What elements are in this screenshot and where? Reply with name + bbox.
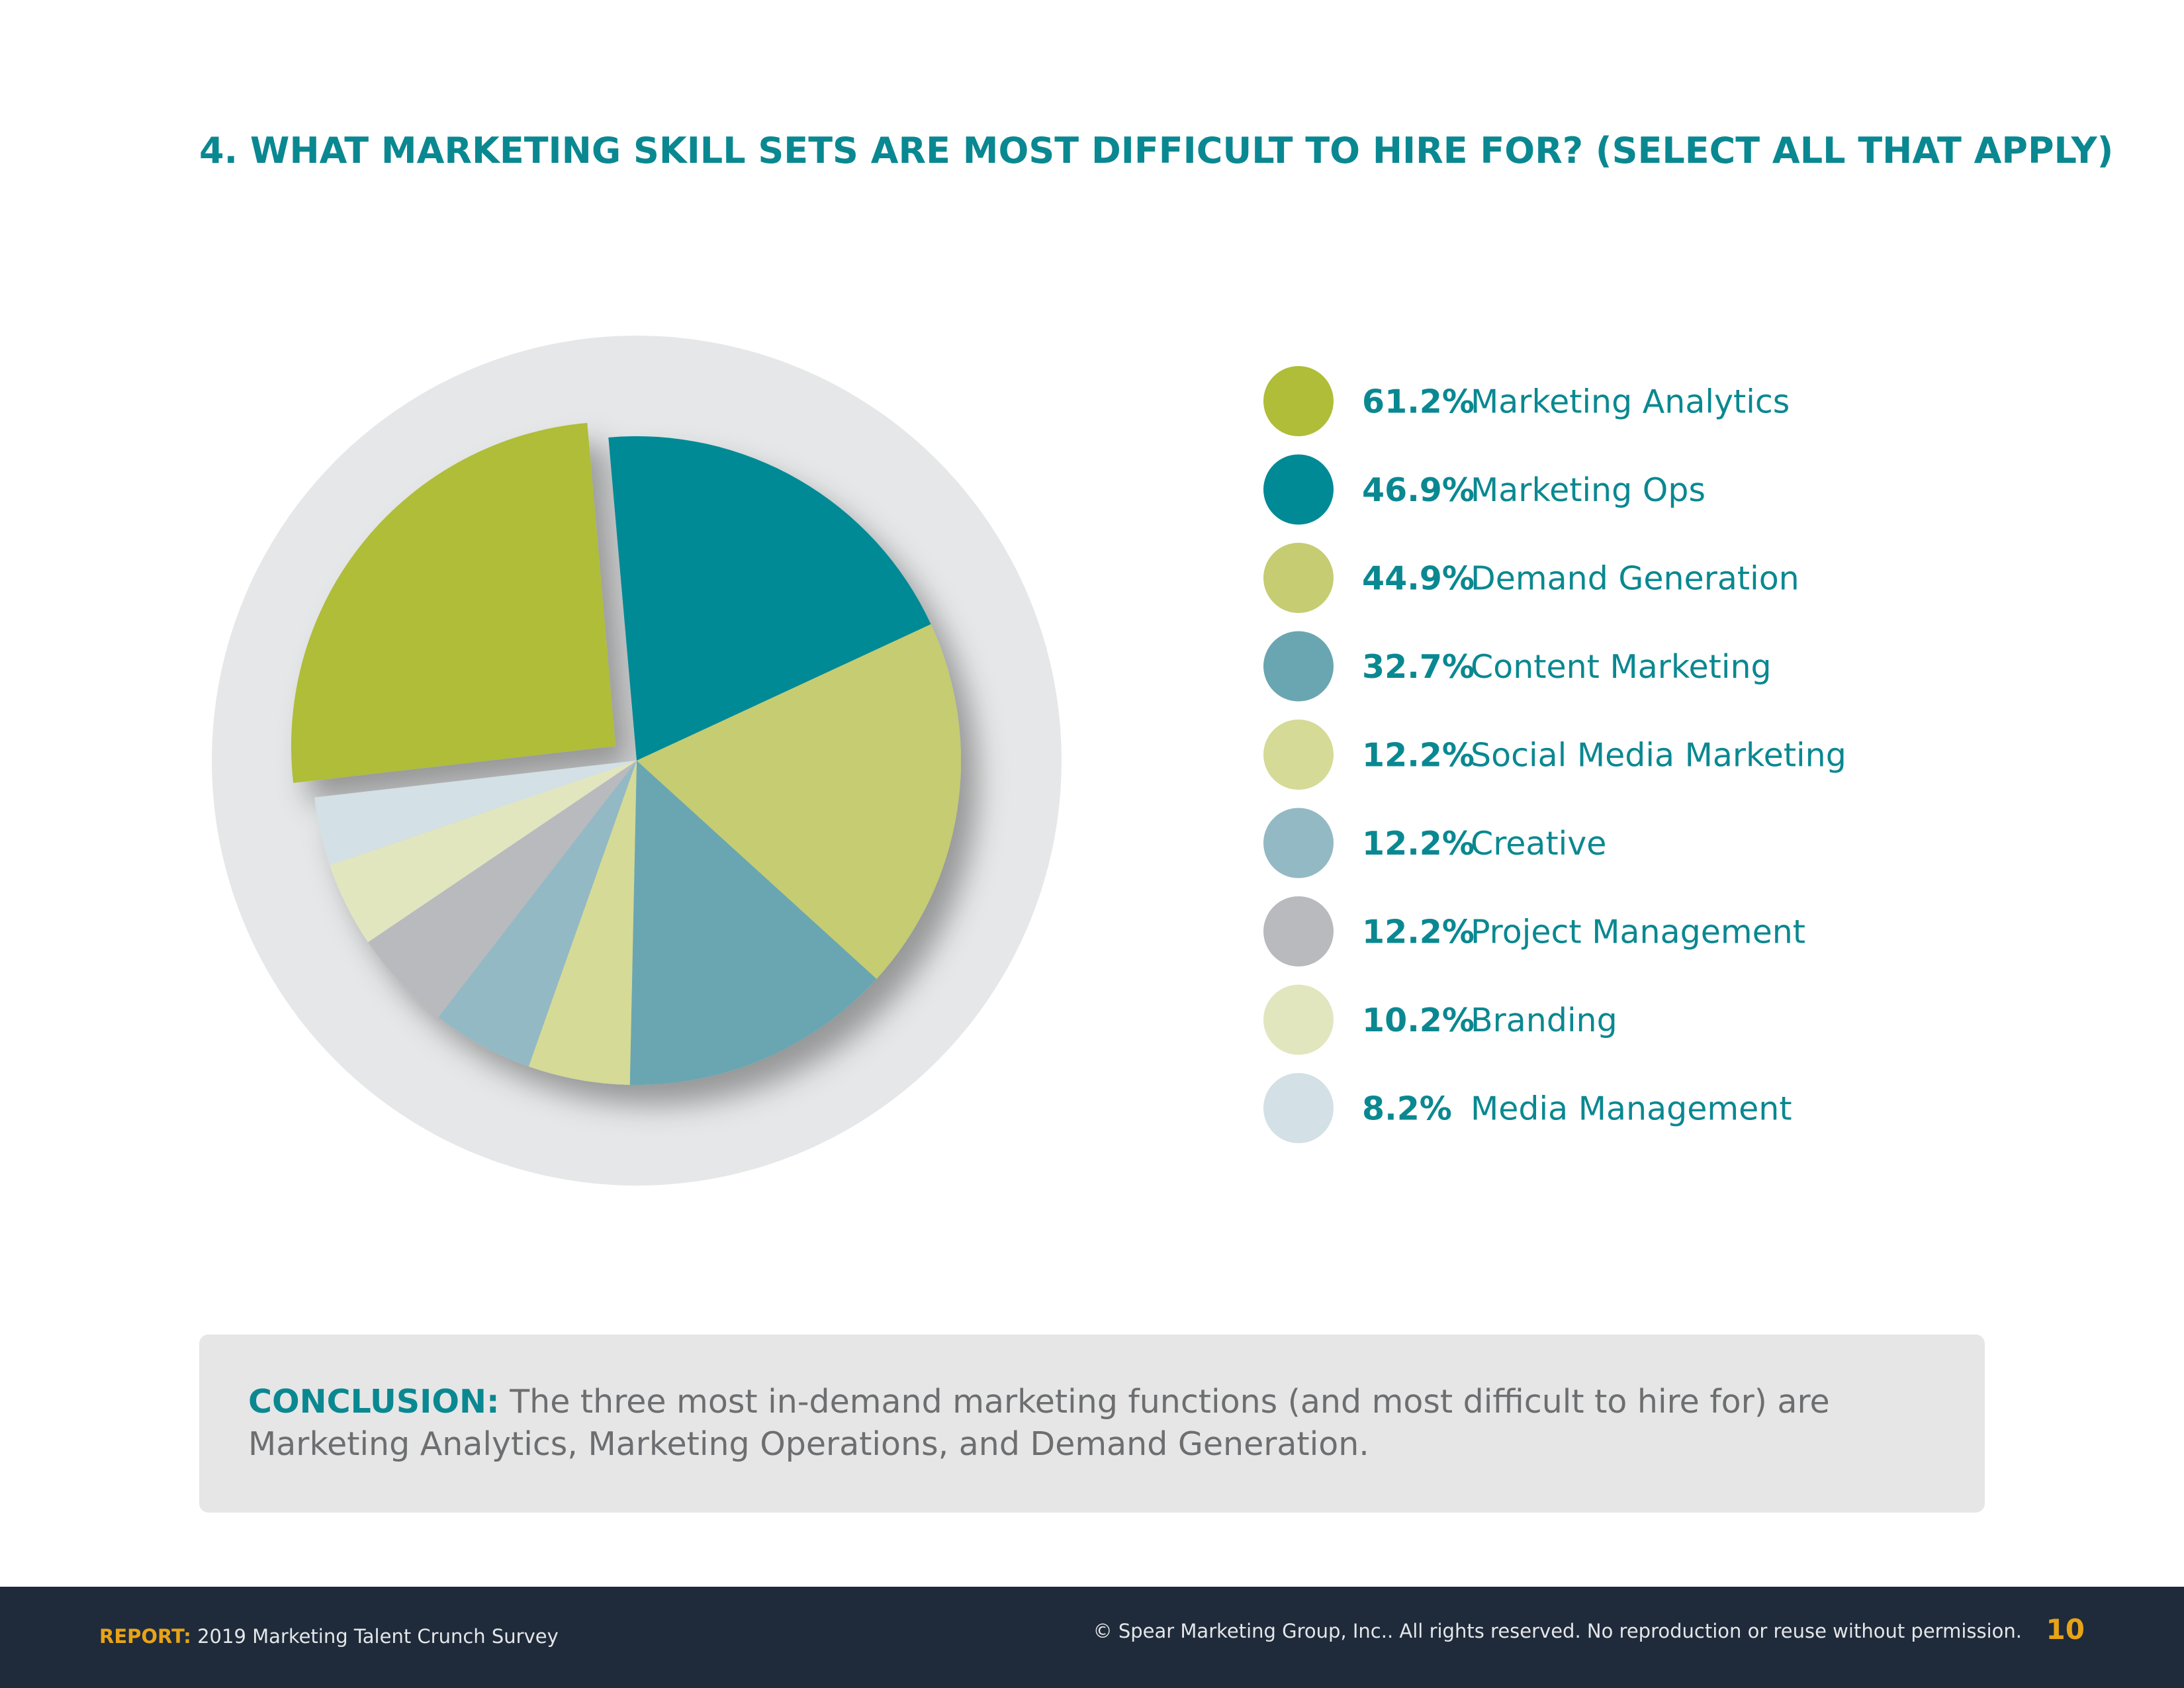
legend: 61.2%Marketing Analytics 46.9%Marketing O…	[1263, 366, 1846, 1143]
conclusion: CONCLUSION: The three most in-demand mar…	[199, 1335, 1985, 1513]
legend-label: Marketing Ops	[1471, 471, 1706, 509]
legend-swatch	[1263, 896, 1334, 966]
pie-slice	[438, 761, 637, 1067]
legend-label: Media Management	[1471, 1090, 1792, 1128]
legend-label: Marketing Analytics	[1471, 383, 1790, 421]
pie-slice	[528, 761, 637, 1085]
chart-title: 4. WHAT MARKETING SKILL SETS ARE MOST DI…	[199, 130, 2114, 171]
legend-value: 46.9%	[1362, 471, 1475, 509]
legend-label: Content Marketing	[1471, 648, 1772, 686]
legend-value: 12.2%	[1362, 825, 1475, 863]
legend-swatch	[1263, 543, 1334, 613]
pie-slice	[368, 761, 637, 1017]
legend-label: Demand Generation	[1471, 560, 1799, 598]
legend-value: 12.2%	[1362, 737, 1475, 774]
legend-value: 10.2%	[1362, 1002, 1475, 1039]
legend-swatch	[1263, 366, 1334, 436]
pie-slice	[629, 761, 877, 1085]
page-number: 10	[2046, 1613, 2085, 1646]
legend-label: Creative	[1471, 825, 1606, 863]
pie	[291, 422, 961, 1085]
pie-slice	[637, 624, 961, 979]
legend-swatch	[1263, 808, 1334, 878]
legend-label: Social Media Marketing	[1471, 737, 1846, 774]
legend-label: Branding	[1471, 1002, 1617, 1039]
legend-swatch	[1263, 984, 1334, 1055]
legend-swatch	[1263, 454, 1334, 525]
legend-value: 12.2%	[1362, 914, 1475, 951]
legend-label: Project Management	[1471, 914, 1805, 951]
conclusion-text: The three most in-demand marketing funct…	[248, 1383, 1830, 1463]
legend-value: 32.7%	[1362, 648, 1475, 686]
pie-slice	[291, 422, 615, 783]
legend-swatch	[1263, 631, 1334, 702]
pie-slice	[330, 761, 637, 943]
legend-value: 44.9%	[1362, 560, 1475, 598]
conclusion-label: CONCLUSION:	[248, 1383, 500, 1421]
footer: REPORT: 2019 Marketing Talent Crunch Sur…	[0, 1587, 2184, 1688]
pie-slice	[608, 436, 931, 761]
report-text: 2019 Marketing Talent Crunch Survey	[197, 1625, 559, 1648]
legend-value: 61.2%	[1362, 383, 1475, 421]
legend-swatch	[1263, 720, 1334, 790]
pie-slice	[314, 761, 637, 865]
report-label: REPORT:	[99, 1625, 191, 1648]
report: REPORT: 2019 Marketing Talent Crunch Sur…	[99, 1625, 559, 1648]
chart: 61.2%Marketing Analytics 46.9%Marketing O…	[212, 336, 1846, 1186]
copyright: © Spear Marketing Group, Inc.. All right…	[1093, 1620, 2022, 1642]
legend-value: 8.2%	[1362, 1090, 1452, 1128]
legend-swatch	[1263, 1073, 1334, 1143]
